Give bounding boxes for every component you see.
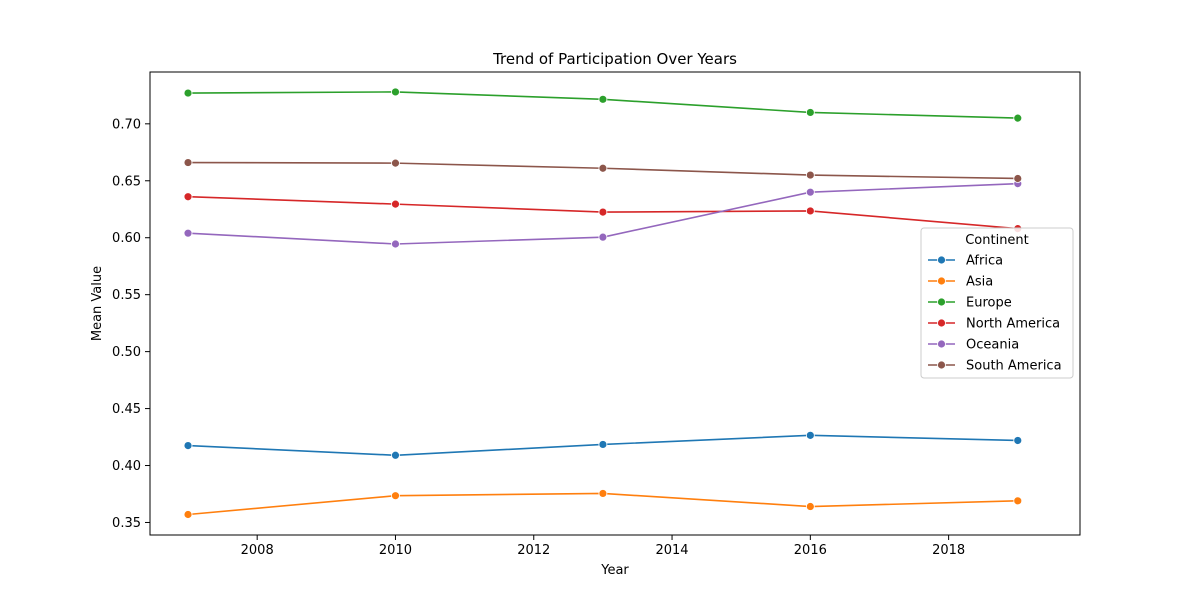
data-point-asia (805, 502, 815, 511)
legend-label: South America (966, 359, 1062, 374)
x-axis: 2008 2010 2012 2014 2016 2018 (241, 535, 965, 558)
data-point-oceania (183, 228, 193, 238)
x-tick-label: 2010 (379, 543, 412, 558)
series-north-america (183, 192, 1023, 234)
data-point-africa (598, 440, 608, 449)
y-tick-label: 0.45 (112, 402, 141, 417)
data-point-south-america (598, 163, 608, 173)
data-point-south-america (183, 158, 193, 167)
data-point-asia (183, 510, 193, 519)
data-point-north-america (391, 199, 400, 209)
plot-area (183, 87, 1023, 519)
legend-label: North America (966, 317, 1060, 332)
data-point-europe (805, 108, 815, 117)
data-point-europe (391, 87, 400, 97)
data-point-oceania (391, 239, 400, 249)
y-axis: 0.35 0.40 0.45 0.50 0.55 0.60 0.65 0.70 (112, 117, 150, 531)
data-point-africa (1013, 436, 1023, 445)
data-point-asia (598, 489, 608, 498)
data-point-europe (598, 94, 608, 104)
legend-label: Asia (966, 275, 993, 290)
legend-dot-marker (937, 297, 946, 307)
series-oceania (183, 179, 1023, 249)
y-tick-label: 0.40 (112, 459, 141, 474)
chart-title: Trend of Participation Over Years (492, 50, 737, 68)
data-point-asia (1013, 496, 1023, 506)
data-point-europe (183, 88, 193, 98)
legend-dot-marker (937, 255, 946, 265)
series-europe (183, 87, 1023, 123)
y-tick-label: 0.65 (112, 174, 141, 189)
data-point-africa (805, 430, 815, 440)
x-axis-label: Year (600, 563, 629, 578)
legend-item-asia: Asia (928, 275, 993, 290)
x-tick-label: 2018 (932, 543, 965, 558)
y-tick-label: 0.60 (112, 231, 141, 246)
legend-dot-marker (937, 318, 946, 328)
legend-dot-marker (937, 339, 946, 349)
plot-frame (149, 71, 1081, 536)
x-tick-label: 2016 (794, 543, 827, 558)
data-point-south-america (391, 158, 400, 168)
legend-dot-marker (937, 276, 946, 286)
data-point-europe (1013, 113, 1023, 123)
x-tick-label: 2012 (517, 543, 550, 558)
data-point-africa (391, 450, 400, 460)
data-point-asia (391, 491, 400, 501)
data-point-oceania (805, 187, 815, 197)
data-point-oceania (598, 232, 608, 242)
x-tick-label: 2008 (241, 543, 274, 558)
series-asia (183, 489, 1023, 519)
data-point-north-america (805, 206, 815, 216)
legend-label: Oceania (966, 338, 1019, 353)
data-point-south-america (1013, 174, 1023, 183)
legend-label: Africa (966, 254, 1003, 269)
legend-box (920, 227, 1074, 379)
x-tick-label: 2014 (655, 543, 688, 558)
y-tick-label: 0.55 (112, 288, 141, 303)
legend-item-africa: Africa (928, 254, 1003, 269)
legend-title: Continent (965, 233, 1029, 248)
data-point-africa (183, 441, 193, 450)
y-axis-label: Mean Value (90, 266, 105, 341)
y-tick-label: 0.70 (112, 117, 141, 132)
legend-item-south-america: South America (928, 359, 1062, 374)
legend: Continent Africa Asia Europe North America O… (920, 227, 1074, 379)
data-point-north-america (183, 192, 193, 202)
legend-item-north-america: North America (928, 317, 1060, 332)
data-point-north-america (598, 207, 608, 217)
legend-item-europe: Europe (928, 296, 1012, 311)
legend-label: Europe (966, 296, 1012, 311)
series-south-america (183, 158, 1023, 183)
data-point-south-america (805, 170, 815, 180)
series-africa (183, 430, 1023, 460)
y-tick-label: 0.50 (112, 345, 141, 360)
y-tick-label: 0.35 (112, 516, 141, 531)
legend-dot-marker (937, 360, 946, 370)
legend-item-oceania: Oceania (928, 338, 1019, 353)
